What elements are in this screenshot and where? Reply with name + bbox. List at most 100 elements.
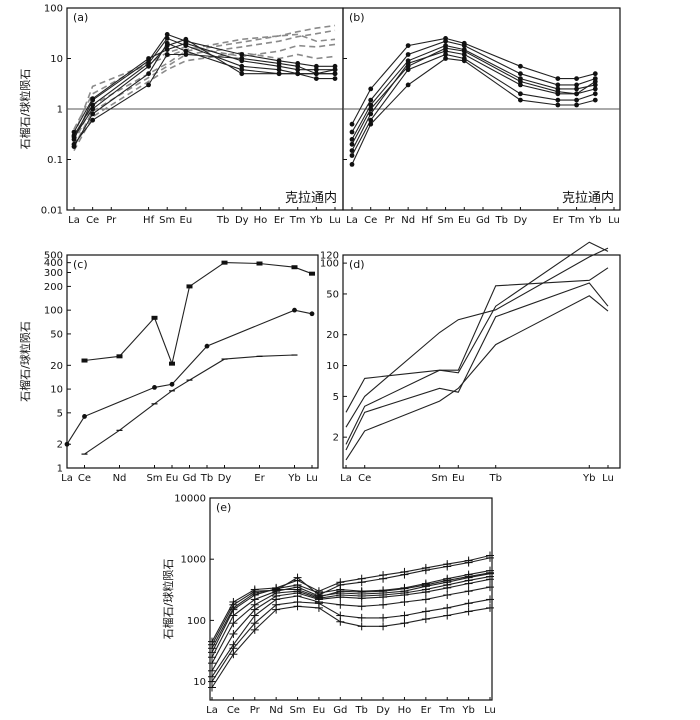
data-point (574, 86, 579, 92)
data-point (368, 102, 374, 108)
data-point (405, 52, 411, 57)
series-line-dashed-2 (73, 29, 336, 147)
panel-label-e: (e) (216, 501, 231, 514)
y-tick-label-d: 120 (320, 251, 339, 262)
annotation-b: 克拉通内 (562, 190, 614, 206)
series-line-solid-2 (73, 37, 335, 136)
x-tick-label-d: Eu (452, 473, 465, 484)
data-point (313, 71, 319, 77)
x-tick-label-e: Ce (227, 705, 240, 716)
data-point (151, 315, 158, 320)
series-line-e-4 (211, 573, 491, 658)
data-point (461, 43, 467, 49)
y-tick-label-c: 5 (57, 408, 63, 419)
data-point (164, 47, 170, 53)
y-tick-label-c: 10 (50, 385, 63, 396)
annotation-a: 克拉通内 (285, 190, 337, 206)
data-point (349, 153, 355, 158)
series-line-e-7 (211, 586, 491, 678)
data-point (405, 82, 411, 88)
data-point (332, 63, 338, 69)
series-line-e-1 (211, 554, 491, 642)
series-line-d-3 (345, 241, 609, 445)
x-tick-label-a: Ho (254, 215, 268, 226)
x-tick-label-b: Hf (421, 215, 433, 226)
data-point (295, 67, 301, 73)
x-tick-label-a: Tm (289, 215, 306, 226)
x-tick-label-a: La (68, 215, 80, 226)
y-tick-label-d: 10 (326, 361, 339, 372)
x-tick-label-b: Sm (438, 215, 454, 226)
x-tick-label-a: Yb (309, 215, 322, 226)
x-tick-label-d: Yb (582, 473, 595, 484)
data-point (292, 307, 297, 313)
data-point (555, 76, 561, 81)
panel-b: La Ce Pr Nd Hf Sm Eu Gd Tb Dy Er Tm Yb Lu (b) 克拉通内 (342, 7, 621, 226)
data-point (90, 106, 96, 112)
x-tick-label-b: Tm (568, 215, 585, 226)
data-point (71, 129, 77, 135)
y-axis-label-e: 石榴石/球粒陨石 (161, 559, 175, 640)
series-line-e-6 (211, 578, 491, 672)
data-point (592, 91, 598, 97)
series-line-c-lower (84, 354, 295, 455)
data-point (291, 265, 298, 270)
x-tick-label-e: Gd (333, 705, 347, 716)
y-tick-label-e: 100 (187, 616, 206, 627)
data-point (164, 52, 170, 57)
data-point (461, 58, 467, 64)
data-point (349, 141, 355, 147)
series-line-d-4 (345, 282, 609, 451)
data-point (309, 311, 315, 317)
data-point (592, 86, 598, 92)
series-line-d-5 (345, 295, 609, 461)
y-tick-label-e: 10000 (174, 494, 206, 505)
data-point (368, 117, 374, 123)
y-tick-label-c: 20 (50, 361, 63, 372)
data-point (518, 82, 523, 88)
data-point (368, 111, 374, 117)
y-tick-label-c: 1 (57, 464, 63, 475)
y-tick-label-d: 100 (320, 259, 339, 270)
plot-frame-d (342, 254, 621, 469)
data-point (164, 32, 170, 37)
data-point (183, 40, 189, 46)
x-tick-label-c: Dy (218, 473, 232, 484)
series-line-c-middle (66, 309, 313, 445)
data-point (295, 63, 301, 69)
data-point (152, 385, 157, 390)
x-tick-label-e: Sm (289, 705, 305, 716)
data-point (81, 358, 88, 363)
series-line-c-upper (84, 262, 313, 366)
x-tick-label-e: Eu (313, 705, 326, 716)
data-point (518, 79, 523, 84)
data-point (405, 67, 411, 73)
x-tick-label-e: Tb (354, 705, 367, 716)
series-line-b-1 (351, 37, 596, 125)
panel-e: 10 100 1000 10000 La Ce Pr Nd Sm Eu Gd Tb Dy Ho Er Tm Yb… (161, 494, 496, 717)
data-point (90, 96, 96, 102)
x-tick-label-e: Nd (269, 705, 283, 716)
data-point (309, 271, 315, 276)
x-tick-label-a: Dy (235, 215, 249, 226)
data-point (461, 52, 467, 57)
data-point (146, 63, 151, 69)
y-tick-label-a: 100 (44, 4, 63, 15)
data-point (368, 121, 374, 127)
data-point (276, 60, 282, 66)
series-line-dashed-1 (73, 24, 336, 143)
data-point (405, 63, 411, 69)
data-point (574, 97, 579, 103)
x-tick-label-e: Tm (438, 705, 455, 716)
x-tick-label-d: Sm (432, 473, 448, 484)
y-tick-label-e: 10 (193, 677, 206, 688)
y-tick-label-a: 0.1 (47, 155, 63, 166)
y-tick-label-c: 500 (44, 251, 63, 262)
data-point (146, 56, 151, 61)
data-point (204, 343, 210, 349)
x-tick-label-c: Sm (146, 473, 162, 484)
panel-label-b: (b) (349, 11, 365, 24)
series-line-d-1 (345, 267, 609, 413)
